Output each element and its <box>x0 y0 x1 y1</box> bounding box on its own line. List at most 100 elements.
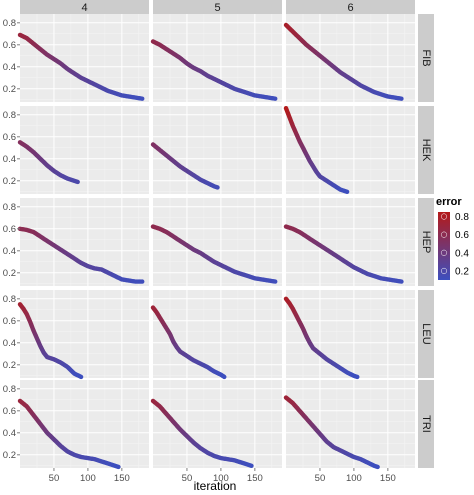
x-axis-title: iteration <box>194 479 237 493</box>
data-point <box>222 374 227 380</box>
panel-HEK-5 <box>150 106 282 194</box>
data-point <box>140 279 145 284</box>
y-tick-label: 0.4 <box>3 338 16 349</box>
y-tick-label: 0.8 <box>3 384 16 395</box>
data-point <box>273 279 278 284</box>
legend-key-point <box>440 249 448 256</box>
panel-background <box>286 106 415 194</box>
row-strip-TRI <box>418 380 434 468</box>
panel-background <box>20 198 149 286</box>
panel-LEU-6 <box>283 290 415 380</box>
panel-LEU-4 <box>17 290 149 380</box>
panel-HEK-6 <box>283 106 415 194</box>
y-tick-label: 0.6 <box>3 132 16 143</box>
data-point <box>215 185 220 190</box>
legend-label: 0.2 <box>455 266 469 277</box>
y-tick-label: 0.4 <box>3 246 16 257</box>
x-tick-label: 100 <box>346 473 362 484</box>
legend-key-point <box>440 213 448 220</box>
legend-gradient-bar <box>438 212 450 280</box>
x-tick-label: 150 <box>247 473 263 484</box>
panel-TRI-4 <box>17 380 149 470</box>
data-point <box>140 96 145 101</box>
row-strip-label: LEU <box>420 323 432 344</box>
panel-FIB-4 <box>17 14 149 102</box>
row-strip-FIB <box>418 14 434 102</box>
x-tick-label: 150 <box>114 473 130 484</box>
legend-items: 0.2 0.4 0.6 0.8 <box>438 212 469 280</box>
legend: error 0.2 0.4 0.6 0.8 <box>436 196 469 280</box>
data-point <box>116 464 121 470</box>
y-tick-label: 0.2 <box>3 450 16 461</box>
y-tick-label: 0.6 <box>3 224 16 235</box>
row-strip-label: HEP <box>420 231 432 254</box>
panel-background <box>286 14 415 102</box>
panel-LEU-5 <box>150 290 282 380</box>
y-tick-label: 0.4 <box>3 428 16 439</box>
row-strip-HEK <box>418 106 434 194</box>
panel-background <box>153 106 282 194</box>
panel-background <box>153 290 282 378</box>
legend-key-point <box>440 267 448 274</box>
legend-key-point <box>440 231 448 238</box>
col-strip-label: 4 <box>81 2 87 14</box>
panel-background <box>153 198 282 286</box>
x-tick-label: 150 <box>380 473 396 484</box>
row-strip-label: FIB <box>420 49 432 66</box>
legend-label: 0.4 <box>455 248 469 259</box>
x-tick-label: 50 <box>315 473 326 484</box>
panel-HEP-5 <box>150 198 282 286</box>
x-tick-label: 100 <box>80 473 96 484</box>
x-tick-label: 100 <box>213 473 229 484</box>
panel-background <box>286 198 415 286</box>
legend-label: 0.6 <box>455 230 469 241</box>
data-point <box>399 279 404 284</box>
axes-layer: 0.2 0.4 0.6 0.8 0.2 0.4 0.6 0.8 0.2 0.4 0.6 0.8 0.2 0… <box>3 18 396 484</box>
row-strip-label: HEK <box>420 139 432 162</box>
legend-label: 0.8 <box>455 212 469 223</box>
x-tick-label: 50 <box>49 473 60 484</box>
data-point <box>399 96 404 101</box>
y-tick-label: 0.4 <box>3 62 16 73</box>
y-tick-label: 0.2 <box>3 268 16 279</box>
y-tick-label: 0.8 <box>3 294 16 305</box>
y-tick-label: 0.8 <box>3 18 16 29</box>
panel-HEP-4 <box>17 198 149 286</box>
data-point <box>78 374 84 380</box>
panel-background <box>20 14 149 102</box>
data-point <box>75 179 80 185</box>
y-tick-label: 0.2 <box>3 84 16 95</box>
panel-background <box>153 14 282 102</box>
col-strip-label: 5 <box>214 2 220 14</box>
y-tick-label: 0.2 <box>3 360 16 371</box>
x-tick-label: 50 <box>182 473 193 484</box>
panel-HEP-6 <box>283 198 415 286</box>
data-point <box>355 374 360 380</box>
row-strip-label: TRI <box>420 415 432 433</box>
panels-layer: 4 5 6 FIB HEK HEP LEU TRI <box>17 0 434 470</box>
data-point <box>375 464 380 470</box>
legend-title: error <box>436 196 462 208</box>
y-tick-label: 0.6 <box>3 316 16 327</box>
panel-background <box>20 106 149 194</box>
y-tick-label: 0.8 <box>3 110 16 121</box>
panel-TRI-6 <box>283 380 415 470</box>
panel-TRI-5 <box>150 380 282 468</box>
panel-background <box>20 290 149 378</box>
y-tick-label: 0.2 <box>3 176 16 187</box>
y-tick-label: 0.8 <box>3 202 16 213</box>
y-tick-label: 0.6 <box>3 406 16 417</box>
y-tick-label: 0.4 <box>3 154 16 165</box>
col-strip-label: 6 <box>347 2 353 14</box>
col-strip-6 <box>286 0 415 14</box>
col-strip-4 <box>20 0 149 14</box>
panel-FIB-5 <box>150 14 282 102</box>
data-point <box>273 96 278 101</box>
data-point <box>249 463 254 468</box>
row-strip-HEP <box>418 198 434 286</box>
panel-FIB-6 <box>283 14 415 102</box>
data-point <box>344 189 350 194</box>
panel-HEK-4 <box>17 106 149 194</box>
col-strip-5 <box>153 0 282 14</box>
y-tick-label: 0.6 <box>3 40 16 51</box>
